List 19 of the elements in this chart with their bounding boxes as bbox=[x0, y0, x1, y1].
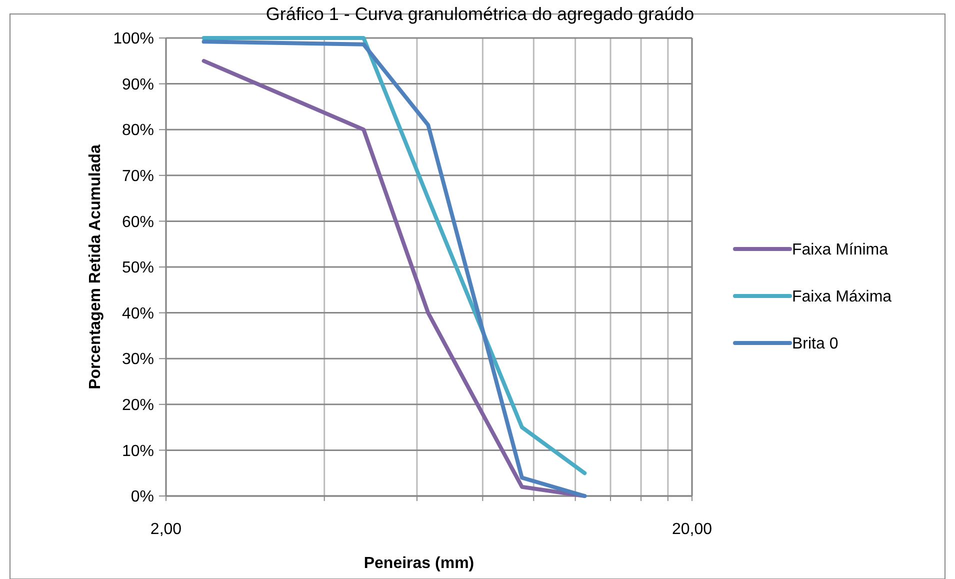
y-tick-label: 40% bbox=[122, 305, 154, 322]
legend-label: Faixa Máxima bbox=[792, 288, 892, 306]
y-tick-label: 70% bbox=[122, 168, 154, 185]
y-tick-label: 50% bbox=[122, 260, 154, 277]
y-tick-label: 100% bbox=[113, 30, 154, 48]
legend-label: Faixa Mínima bbox=[792, 242, 888, 259]
y-tick-label: 0% bbox=[130, 488, 154, 506]
y-tick-label: 30% bbox=[122, 351, 154, 368]
x-axis-title: Peneiras (mm) bbox=[364, 555, 474, 572]
y-tick-label: 60% bbox=[122, 214, 154, 231]
x-tick-label: 2,00 bbox=[150, 521, 182, 538]
chart-title: Gráfico 1 - Curva granulométrica do agregado graúdo bbox=[266, 4, 694, 24]
legend-label: Brita 0 bbox=[792, 336, 838, 353]
x-tick-label: 20,00 bbox=[672, 521, 712, 538]
y-tick-label: 90% bbox=[122, 76, 154, 94]
y-tick-label: 80% bbox=[122, 122, 154, 140]
y-axis-title: Porcentagem Retida Acumulada bbox=[87, 144, 104, 390]
y-tick-label: 20% bbox=[122, 397, 154, 414]
y-tick-label: 10% bbox=[122, 442, 154, 460]
